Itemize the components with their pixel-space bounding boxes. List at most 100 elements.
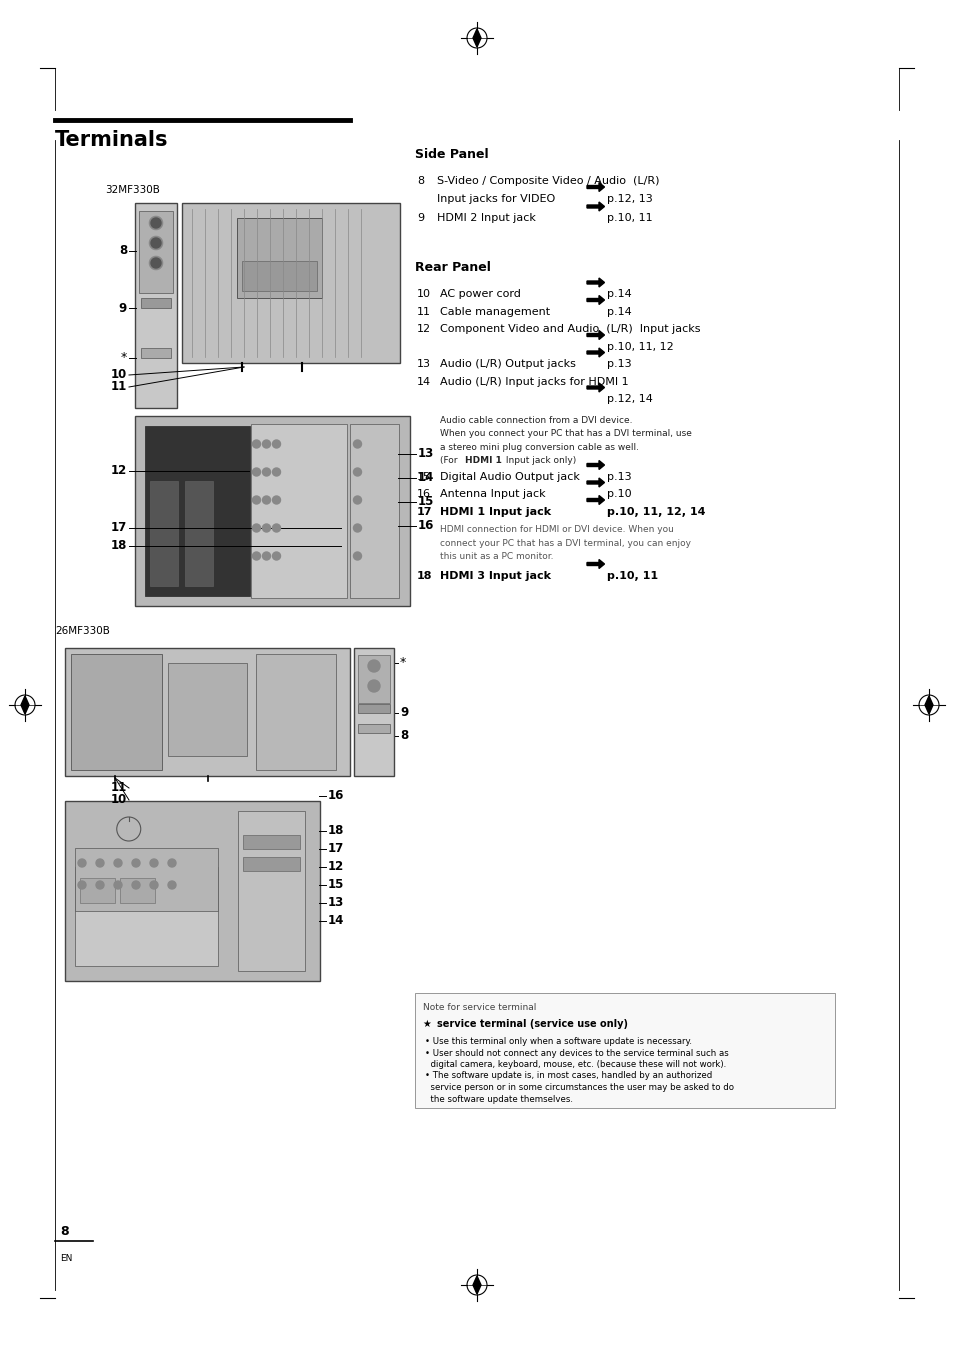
Text: 14: 14 (328, 914, 344, 927)
Circle shape (273, 552, 280, 560)
Text: Terminals: Terminals (55, 130, 169, 150)
Polygon shape (473, 1276, 480, 1295)
Text: Component Video and Audio  (L/R)  Input jacks: Component Video and Audio (L/R) Input ja… (439, 324, 700, 333)
Text: 17: 17 (416, 506, 432, 517)
Bar (145, 427, 250, 595)
Polygon shape (586, 460, 604, 470)
Circle shape (150, 859, 158, 867)
Polygon shape (586, 296, 604, 305)
Circle shape (151, 217, 161, 228)
Text: Side Panel: Side Panel (415, 148, 488, 161)
Bar (80, 878, 115, 903)
Text: p.10, 11, 12, 14: p.10, 11, 12, 14 (606, 506, 705, 517)
Text: 8: 8 (60, 1224, 69, 1238)
Text: service person or in some circumstances the user may be asked to do: service person or in some circumstances … (424, 1083, 733, 1092)
Text: 26MF330B: 26MF330B (55, 626, 110, 636)
Text: the software update themselves.: the software update themselves. (424, 1095, 573, 1103)
Circle shape (149, 256, 163, 270)
Circle shape (273, 495, 280, 504)
Text: 10: 10 (111, 794, 127, 806)
Text: 13: 13 (328, 896, 344, 910)
Polygon shape (586, 202, 604, 211)
Bar (251, 424, 346, 598)
Text: • The software update is, in most cases, handled by an authorized: • The software update is, in most cases,… (424, 1072, 712, 1080)
Text: 12: 12 (328, 860, 344, 873)
Circle shape (368, 680, 379, 693)
Text: Note for service terminal: Note for service terminal (422, 1003, 536, 1012)
Bar (75, 848, 217, 911)
Bar (71, 653, 162, 769)
Text: 18: 18 (328, 825, 344, 837)
Bar (185, 482, 213, 586)
Text: 16: 16 (328, 790, 344, 802)
Text: 18: 18 (416, 571, 432, 580)
Text: p.10: p.10 (606, 489, 631, 500)
Text: 9: 9 (416, 213, 424, 223)
Circle shape (354, 524, 361, 532)
Text: p.13: p.13 (606, 359, 631, 369)
Text: 8: 8 (118, 244, 127, 258)
Polygon shape (586, 495, 604, 505)
Circle shape (354, 468, 361, 477)
Circle shape (132, 882, 140, 890)
Text: • User should not connect any devices to the service terminal such as: • User should not connect any devices to… (424, 1049, 728, 1057)
Bar (238, 811, 304, 971)
FancyBboxPatch shape (182, 202, 399, 363)
Text: HDMI 2 Input jack: HDMI 2 Input jack (436, 213, 536, 223)
Text: 15: 15 (417, 495, 434, 509)
Text: AC power cord: AC power cord (439, 289, 520, 298)
Polygon shape (586, 182, 604, 192)
Text: 16: 16 (417, 520, 434, 532)
Circle shape (354, 495, 361, 504)
Circle shape (262, 524, 271, 532)
Text: (For: (For (439, 456, 460, 464)
Text: p.14: p.14 (606, 306, 631, 316)
Text: 13: 13 (416, 359, 431, 369)
Circle shape (150, 882, 158, 890)
Text: When you connect your PC that has a DVI terminal, use: When you connect your PC that has a DVI … (439, 429, 691, 437)
FancyBboxPatch shape (354, 648, 394, 776)
Text: this unit as a PC monitor.: this unit as a PC monitor. (439, 552, 553, 562)
Text: EN: EN (60, 1254, 72, 1264)
Bar (236, 217, 322, 298)
Text: Cable management: Cable management (439, 306, 550, 316)
Text: HDMI 1: HDMI 1 (464, 456, 501, 464)
Circle shape (262, 440, 271, 448)
Circle shape (273, 524, 280, 532)
Text: Input jacks for VIDEO: Input jacks for VIDEO (436, 193, 555, 204)
Text: 18: 18 (111, 540, 127, 552)
Circle shape (253, 495, 260, 504)
Bar (141, 348, 171, 358)
Text: 12: 12 (111, 464, 127, 478)
Text: p.13: p.13 (606, 471, 631, 482)
Text: 9: 9 (399, 706, 408, 720)
Text: *: * (399, 656, 406, 670)
Text: p.10, 11, 12: p.10, 11, 12 (606, 342, 673, 351)
Text: 8: 8 (399, 729, 408, 742)
Circle shape (253, 440, 260, 448)
FancyBboxPatch shape (65, 801, 319, 981)
Circle shape (78, 859, 86, 867)
Text: p.10, 11: p.10, 11 (606, 571, 658, 580)
Text: 15: 15 (416, 471, 431, 482)
Bar (168, 663, 247, 756)
Circle shape (262, 468, 271, 477)
Text: HDMI 3 Input jack: HDMI 3 Input jack (439, 571, 551, 580)
Bar (150, 482, 178, 586)
Circle shape (262, 552, 271, 560)
Bar (141, 298, 171, 308)
Circle shape (132, 859, 140, 867)
Text: 14: 14 (417, 471, 434, 485)
Text: 8: 8 (416, 176, 424, 186)
Text: Digital Audio Output jack: Digital Audio Output jack (439, 471, 579, 482)
Bar (243, 836, 299, 849)
Polygon shape (586, 478, 604, 487)
Text: 11: 11 (111, 782, 127, 795)
Text: p.12, 13: p.12, 13 (606, 193, 652, 204)
Polygon shape (21, 697, 29, 714)
Circle shape (253, 552, 260, 560)
Bar (255, 653, 335, 769)
Polygon shape (473, 28, 480, 47)
Text: HDMI connection for HDMI or DVI device. When you: HDMI connection for HDMI or DVI device. … (439, 525, 673, 535)
Circle shape (354, 440, 361, 448)
